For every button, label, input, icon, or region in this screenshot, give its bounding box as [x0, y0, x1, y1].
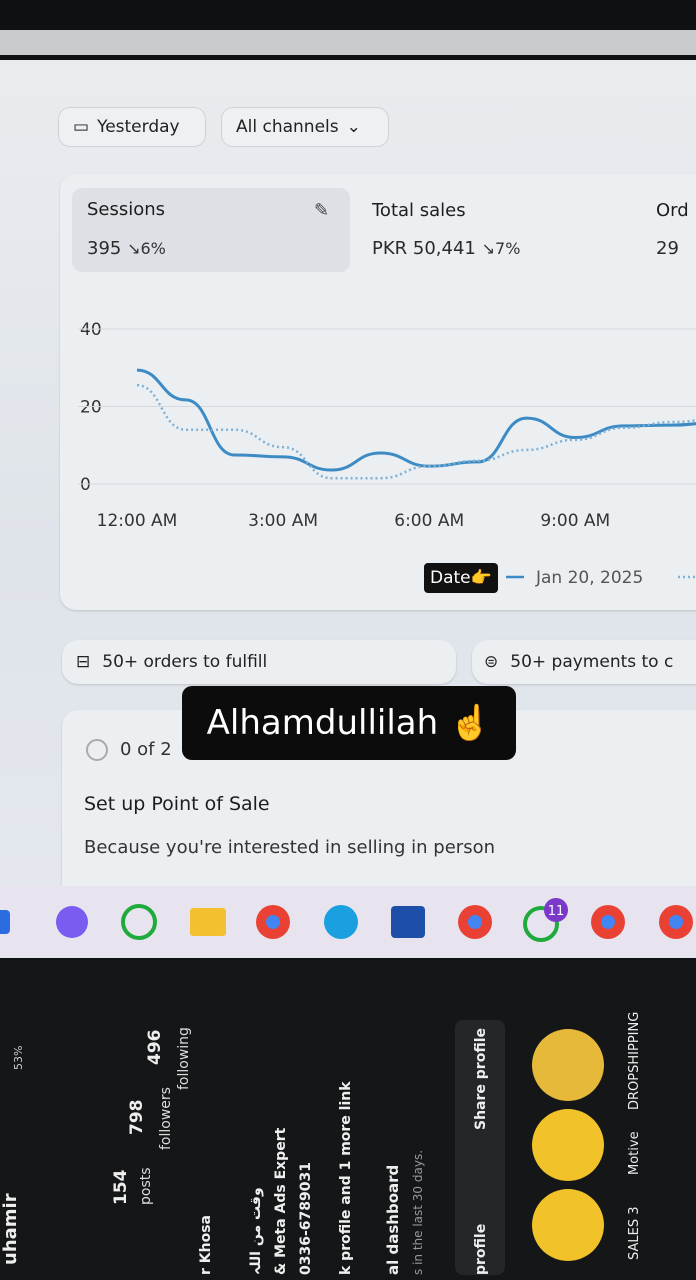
y-tick-label: 20 — [80, 398, 102, 418]
profile-text: Motive — [627, 1131, 642, 1175]
metric-value: 395 — [87, 238, 122, 259]
profile-text: following — [176, 1027, 192, 1090]
overlay-sticker: Alhamdullilah ☝️ — [182, 686, 516, 760]
profile-text: Share profile — [473, 1028, 489, 1130]
setup-progress: 0 of 2 — [120, 739, 172, 760]
highlight-circle[interactable] — [532, 1189, 604, 1261]
badge — [544, 898, 568, 922]
explorer-icon[interactable] — [190, 908, 226, 936]
profile-text: 798 — [127, 1100, 147, 1136]
profile-text: followers — [158, 1087, 174, 1150]
task-label: 50+ orders to fulfill — [102, 652, 268, 672]
copilot-icon[interactable] — [56, 906, 88, 938]
profile-text: 154 — [111, 1169, 131, 1205]
setup-subtitle: Because you're interested in selling in … — [84, 837, 496, 858]
metric-value: 29 — [656, 238, 679, 259]
chevron: ⌄ — [346, 117, 361, 137]
series-line — [136, 383, 696, 480]
date-filter[interactable]: ▭ Yesterday — [58, 107, 206, 147]
metric-label: Ord — [656, 200, 689, 221]
payment-icon: ⊜ — [484, 652, 499, 672]
y-tick-label: 0 — [80, 475, 91, 495]
series-line — [136, 368, 696, 472]
instagram-profile: 53% uhamir 154 posts 798 followers 496 followin… — [0, 1012, 642, 1275]
setup-title: Set up Point of Sale — [84, 793, 270, 815]
x-tick-label: 6:00 AM — [394, 511, 464, 531]
profile-text: 53% — [12, 1046, 25, 1070]
profile-text: DROPSHIPPING — [627, 1012, 642, 1110]
profile-text: s in the last 30 days. — [411, 1150, 425, 1275]
profile-text: al dashboard — [384, 1165, 402, 1275]
taskbar-icons: 11 — [0, 898, 693, 942]
metric-label: Sessions — [87, 199, 166, 220]
monitor-bezel — [0, 30, 696, 55]
y-tick-label: 40 — [80, 320, 102, 340]
highlight-circle[interactable] — [532, 1029, 604, 1101]
metric-label: Total sales — [372, 200, 466, 221]
profile-text: 496 — [145, 1030, 165, 1066]
taskbar: 11 — [0, 886, 696, 958]
metric-change: 6% — [140, 239, 166, 258]
task-card[interactable]: ⊜ 50+ payments to c — [472, 640, 696, 684]
metric-selected[interactable] — [72, 188, 350, 272]
trend-arrow: ↘ — [481, 239, 496, 258]
profile-text: r Khosa — [198, 1215, 214, 1275]
highlight-circle[interactable] — [532, 1109, 604, 1181]
profile-text: 0336-6789031 — [298, 1162, 314, 1275]
filter-label: All channels — [236, 117, 339, 137]
trend-arrow: ↘ — [127, 239, 141, 258]
profile-text: وقت من اللہ — [248, 1187, 264, 1275]
edge-icon[interactable] — [324, 905, 358, 939]
channel-filter[interactable]: All channels ⌄ — [221, 107, 389, 147]
x-tick-label: 3:00 AM — [248, 511, 318, 531]
profile-text: & Meta Ads Expert — [273, 1127, 289, 1275]
date-sticker: Date👉 — [424, 563, 498, 593]
task-label: 50+ payments to c — [510, 652, 674, 672]
profile-text: profile — [473, 1224, 489, 1275]
edit-icon[interactable]: ✎ — [314, 200, 330, 221]
whatsapp-icon[interactable] — [121, 904, 157, 940]
legend-label: Jan 20, 2025 — [535, 568, 643, 588]
profile-text: uhamir — [0, 1193, 21, 1265]
whatsapp-icon[interactable] — [523, 906, 559, 942]
store-icon[interactable] — [391, 906, 425, 938]
profile-text: SALES 3 — [627, 1207, 642, 1261]
metric-value: 395 ↘6% — [87, 238, 166, 259]
x-tick-label: 12:00 AM — [97, 511, 178, 531]
app-icon[interactable] — [0, 910, 10, 934]
metric-value: PKR 50,441 — [372, 238, 476, 259]
metric-change: 7% — [495, 239, 521, 258]
phone-photo: 53% uhamir 154 posts 798 followers 496 followin… — [0, 960, 696, 1280]
x-tick-label: 9:00 AM — [540, 511, 610, 531]
task-card[interactable]: ⊟ 50+ orders to fulfill — [62, 640, 456, 684]
metric-value: PKR 50,441 ↘7% — [372, 238, 520, 259]
profile-text: posts — [138, 1167, 154, 1205]
calendar-icon: ▭ — [73, 117, 90, 137]
inbox-icon: ⊟ — [76, 652, 91, 672]
profile-buttons — [455, 1020, 505, 1275]
profile-text: k profile and 1 more link — [338, 1081, 354, 1275]
badge-count: 11 — [548, 904, 565, 919]
progress-ring — [86, 739, 108, 761]
filter-label: Yesterday — [97, 117, 180, 137]
